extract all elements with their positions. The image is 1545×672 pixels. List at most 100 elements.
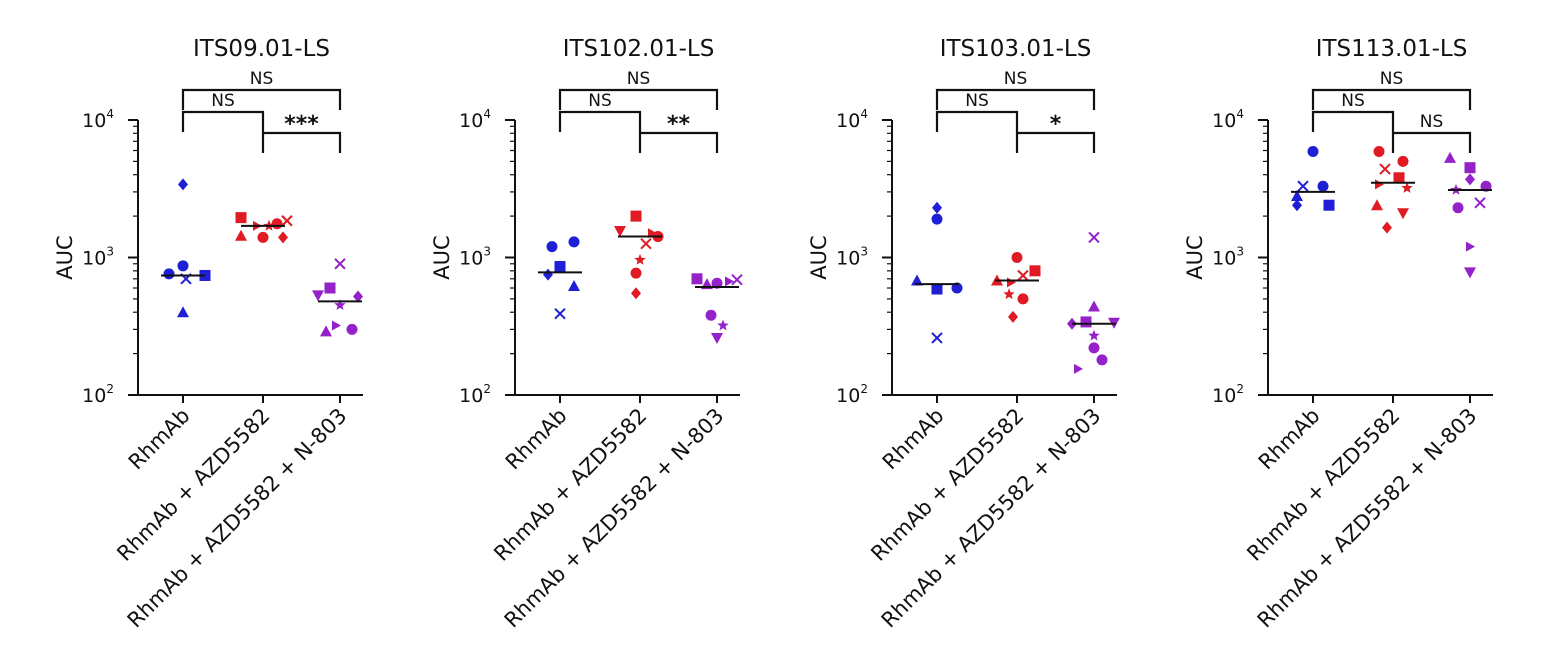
data-point	[543, 268, 553, 281]
data-point	[630, 267, 642, 279]
data-point	[634, 253, 646, 265]
y-tick-label: 102	[82, 382, 114, 407]
y-tick-label: 103	[836, 245, 868, 270]
data-point	[353, 290, 363, 303]
significance-bracket	[558, 88, 719, 110]
data-point	[951, 282, 963, 294]
data-point	[911, 274, 923, 286]
data-point	[1401, 182, 1413, 193]
y-tick-label: 103	[1212, 245, 1244, 270]
y-axis-label: AUC	[53, 235, 77, 279]
significance-label: NS	[588, 91, 612, 111]
data-point	[1007, 277, 1016, 288]
significance-bracket	[638, 131, 719, 153]
data-point	[334, 258, 346, 270]
significance-bracket	[935, 110, 1019, 132]
x-category-label: RhmAb + AZD5582	[1242, 404, 1404, 566]
significance-label: NS	[1420, 112, 1444, 132]
data-point	[546, 241, 558, 253]
data-point	[177, 306, 189, 318]
significance-bracket	[1311, 88, 1472, 110]
data-point	[1003, 288, 1015, 300]
data-point	[931, 213, 943, 225]
data-point	[235, 212, 247, 224]
data-point	[1464, 162, 1476, 174]
data-point	[1382, 221, 1392, 234]
y-tick-label: 104	[82, 107, 114, 132]
chart-title: ITS09.01-LS	[193, 36, 330, 62]
data-point	[631, 287, 641, 300]
data-point	[1029, 265, 1041, 277]
data-point	[177, 260, 189, 272]
x-category-label: RhmAb + AZD5582	[866, 404, 1028, 566]
data-point	[1317, 180, 1329, 192]
data-point	[1088, 231, 1100, 244]
data-point	[1474, 197, 1486, 209]
data-point	[931, 283, 943, 295]
y-tick-label: 104	[459, 107, 491, 132]
significance-bracket	[1391, 131, 1472, 153]
y-tick-label: 102	[836, 382, 868, 407]
data-point	[320, 325, 332, 337]
data-point	[1017, 293, 1029, 305]
significance-label: NS	[211, 91, 235, 111]
data-point	[614, 225, 626, 237]
significance-label: ***	[284, 112, 319, 137]
significance-bracket	[181, 110, 265, 132]
data-point	[312, 290, 324, 302]
data-point	[630, 210, 642, 222]
data-point	[1371, 199, 1383, 211]
x-category-label: RhmAb + AZD5582	[112, 404, 274, 566]
significance-label: NS	[627, 69, 651, 89]
data-point	[1088, 329, 1100, 341]
y-tick-label: 104	[836, 107, 868, 132]
data-point	[1291, 190, 1303, 202]
data-point	[1297, 180, 1309, 192]
data-point	[163, 268, 175, 280]
significance-label: NS	[965, 91, 989, 111]
data-point	[257, 231, 269, 243]
y-tick-label: 102	[459, 382, 491, 407]
significance-bracket	[1015, 131, 1096, 153]
chart-title: ITS103.01-LS	[940, 36, 1092, 62]
data-point	[1307, 146, 1319, 158]
y-tick-label: 104	[1212, 107, 1244, 132]
significance-bracket	[261, 131, 342, 153]
chart-title: ITS102.01-LS	[563, 36, 715, 62]
data-point	[1379, 163, 1391, 175]
x-category-label: RhmAb	[1254, 404, 1325, 475]
data-point	[1011, 252, 1023, 263]
data-point	[1444, 151, 1456, 163]
y-axis-label: AUC	[430, 235, 454, 279]
data-point	[931, 332, 943, 344]
data-point	[554, 261, 566, 273]
data-point	[1074, 363, 1083, 374]
data-point	[1397, 155, 1409, 167]
data-point	[324, 282, 336, 294]
data-point	[568, 236, 580, 248]
data-point	[1466, 241, 1475, 252]
data-point	[334, 299, 346, 310]
data-point	[640, 237, 652, 250]
data-point	[1464, 267, 1476, 279]
data-point	[1292, 199, 1302, 212]
data-point	[554, 308, 566, 320]
data-point	[1375, 179, 1384, 190]
x-category-label: RhmAb	[124, 404, 195, 475]
data-point	[271, 218, 283, 230]
y-tick-label: 102	[1212, 382, 1244, 407]
data-point	[178, 178, 188, 191]
x-category-label: RhmAb	[878, 404, 949, 475]
data-point	[278, 231, 288, 244]
data-point	[235, 229, 247, 241]
significance-label: NS	[1341, 91, 1365, 111]
data-point	[711, 277, 723, 289]
data-point	[1080, 316, 1092, 328]
y-tick-label: 103	[459, 245, 491, 270]
x-category-label: RhmAb	[501, 404, 572, 475]
data-point	[1096, 354, 1108, 366]
